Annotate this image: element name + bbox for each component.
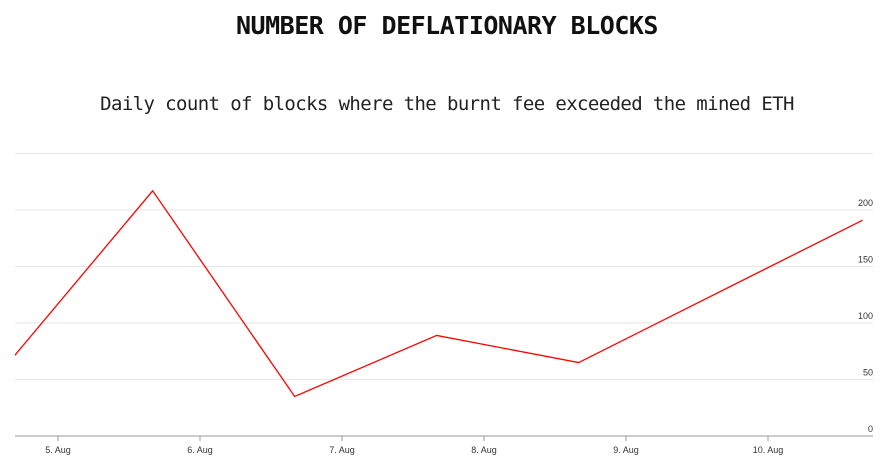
x-tick-label: 10. Aug (753, 445, 784, 455)
y-tick-label: 0 (868, 424, 873, 434)
chart-title: NUMBER OF DEFLATIONARY BLOCKS (236, 11, 659, 40)
chart-subtitle: Daily count of blocks where the burnt fe… (100, 93, 794, 115)
x-axis: 5. Aug 6. Aug 7. Aug 8. Aug 9. Aug 10. Aug (15, 435, 873, 455)
y-tick-label: 150 (858, 255, 873, 265)
y-tick-label: 100 (858, 311, 873, 321)
x-tick-label: 6. Aug (187, 445, 213, 455)
x-tick-label: 7. Aug (329, 445, 355, 455)
x-tick-label: 8. Aug (471, 445, 497, 455)
grid-lines (15, 153, 873, 380)
x-tick-label: 9. Aug (613, 445, 639, 455)
y-axis-tick-labels: 0 50 100 150 200 (858, 198, 873, 434)
x-tick-label: 5. Aug (45, 445, 71, 455)
series-layer (15, 189, 863, 398)
series-line (15, 189, 863, 398)
y-tick-label: 50 (863, 368, 873, 378)
y-tick-label: 200 (858, 198, 873, 208)
